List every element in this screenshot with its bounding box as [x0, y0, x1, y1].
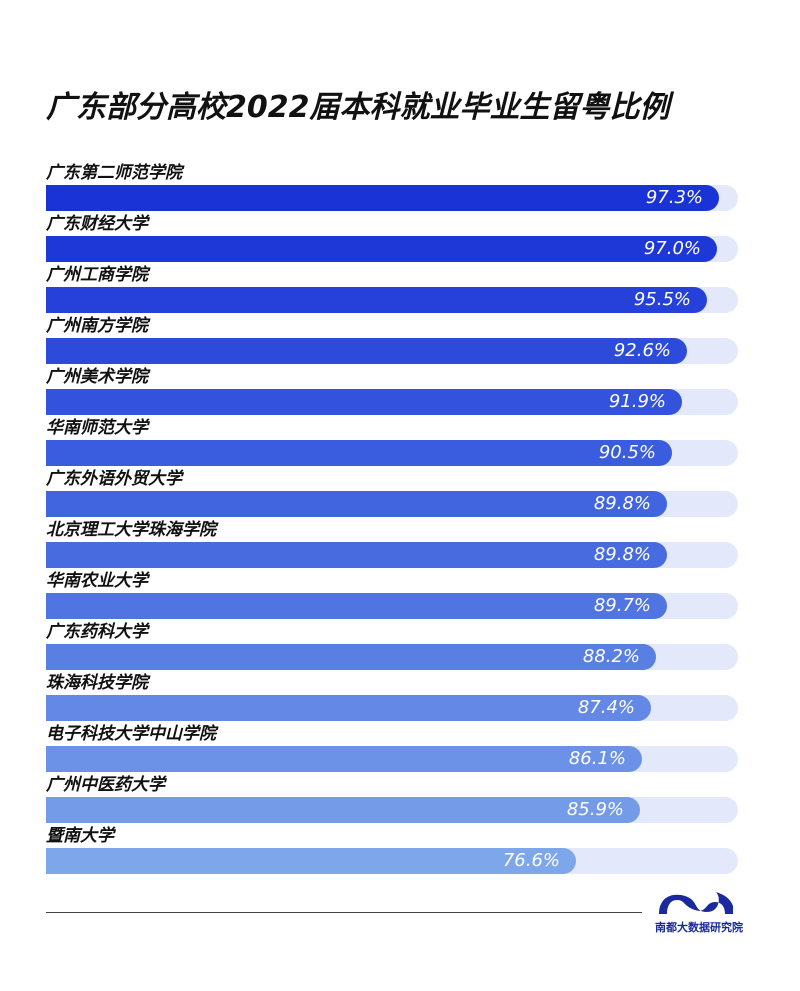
bar: 86.1% — [46, 746, 642, 772]
bar: 92.6% — [46, 338, 687, 364]
bar-row: 广东第二师范学院 97.3% — [46, 162, 738, 213]
category-label: 广东外语外贸大学 — [46, 469, 182, 489]
bar-track: 97.0% — [46, 236, 738, 262]
bar-row: 广东药科大学 88.2% — [46, 621, 738, 672]
category-label: 暨南大学 — [46, 826, 114, 846]
bar-row: 广州中医药大学 85.9% — [46, 774, 738, 825]
bar: 95.5% — [46, 287, 707, 313]
category-label: 广东第二师范学院 — [46, 163, 182, 183]
bar-row: 华南农业大学 89.7% — [46, 570, 738, 621]
bar-row: 暨南大学 76.6% — [46, 825, 738, 876]
value-label: 89.8% — [593, 544, 651, 565]
category-label: 电子科技大学中山学院 — [46, 724, 216, 744]
bar: 89.7% — [46, 593, 667, 619]
value-label: 89.8% — [593, 493, 651, 514]
value-label: 76.6% — [502, 850, 560, 871]
bar-row: 广州工商学院 95.5% — [46, 264, 738, 315]
value-label: 87.4% — [577, 697, 635, 718]
footer-divider — [46, 912, 642, 913]
bar-chart: 广东第二师范学院 97.3% 广东财经大学 97.0% 广州工商学院 95.5% 广州南方学… — [46, 162, 738, 876]
category-label: 华南农业大学 — [46, 571, 148, 591]
value-label: 97.3% — [645, 187, 703, 208]
bar: 85.9% — [46, 797, 640, 823]
bar-row: 电子科技大学中山学院 86.1% — [46, 723, 738, 774]
bar-track: 89.7% — [46, 593, 738, 619]
bar-track: 89.8% — [46, 491, 738, 517]
logo-text: 南都大数据研究院 — [655, 921, 743, 934]
bar-row: 珠海科技学院 87.4% — [46, 672, 738, 723]
value-label: 86.1% — [568, 748, 626, 769]
category-label: 广东财经大学 — [46, 214, 148, 234]
category-label: 广州中医药大学 — [46, 775, 165, 795]
bar-track: 88.2% — [46, 644, 738, 670]
chart-title: 广东部分高校2022届本科就业毕业生留粤比例 — [46, 90, 670, 125]
wave-logo-icon — [659, 892, 733, 914]
bar-track: 91.9% — [46, 389, 738, 415]
category-label: 广州南方学院 — [46, 316, 148, 336]
bar: 97.0% — [46, 236, 717, 262]
bar-row: 北京理工大学珠海学院 89.8% — [46, 519, 738, 570]
value-label: 90.5% — [598, 442, 656, 463]
bar-track: 92.6% — [46, 338, 738, 364]
bar-row: 广东外语外贸大学 89.8% — [46, 468, 738, 519]
bar: 89.8% — [46, 542, 667, 568]
bar-track: 86.1% — [46, 746, 738, 772]
bar: 87.4% — [46, 695, 651, 721]
bar-row: 广州南方学院 92.6% — [46, 315, 738, 366]
bar: 91.9% — [46, 389, 682, 415]
value-label: 91.9% — [608, 391, 666, 412]
bar-row: 广州美术学院 91.9% — [46, 366, 738, 417]
category-label: 北京理工大学珠海学院 — [46, 520, 216, 540]
bar-row: 华南师范大学 90.5% — [46, 417, 738, 468]
bar-row: 广东财经大学 97.0% — [46, 213, 738, 264]
bar-track: 76.6% — [46, 848, 738, 874]
bar: 76.6% — [46, 848, 576, 874]
value-label: 92.6% — [613, 340, 671, 361]
publisher-logo: 南都大数据研究院 — [655, 888, 743, 935]
category-label: 广州工商学院 — [46, 265, 148, 285]
value-label: 85.9% — [566, 799, 624, 820]
bar: 89.8% — [46, 491, 667, 517]
bar-track: 85.9% — [46, 797, 738, 823]
category-label: 珠海科技学院 — [46, 673, 148, 693]
bar: 90.5% — [46, 440, 672, 466]
bar: 88.2% — [46, 644, 656, 670]
bar-track: 87.4% — [46, 695, 738, 721]
value-label: 95.5% — [633, 289, 691, 310]
category-label: 华南师范大学 — [46, 418, 148, 438]
value-label: 89.7% — [593, 595, 651, 616]
bar-track: 90.5% — [46, 440, 738, 466]
bar-track: 97.3% — [46, 185, 738, 211]
value-label: 97.0% — [643, 238, 701, 259]
bar-track: 89.8% — [46, 542, 738, 568]
category-label: 广东药科大学 — [46, 622, 148, 642]
bar-track: 95.5% — [46, 287, 738, 313]
bar: 97.3% — [46, 185, 719, 211]
value-label: 88.2% — [582, 646, 640, 667]
category-label: 广州美术学院 — [46, 367, 148, 387]
